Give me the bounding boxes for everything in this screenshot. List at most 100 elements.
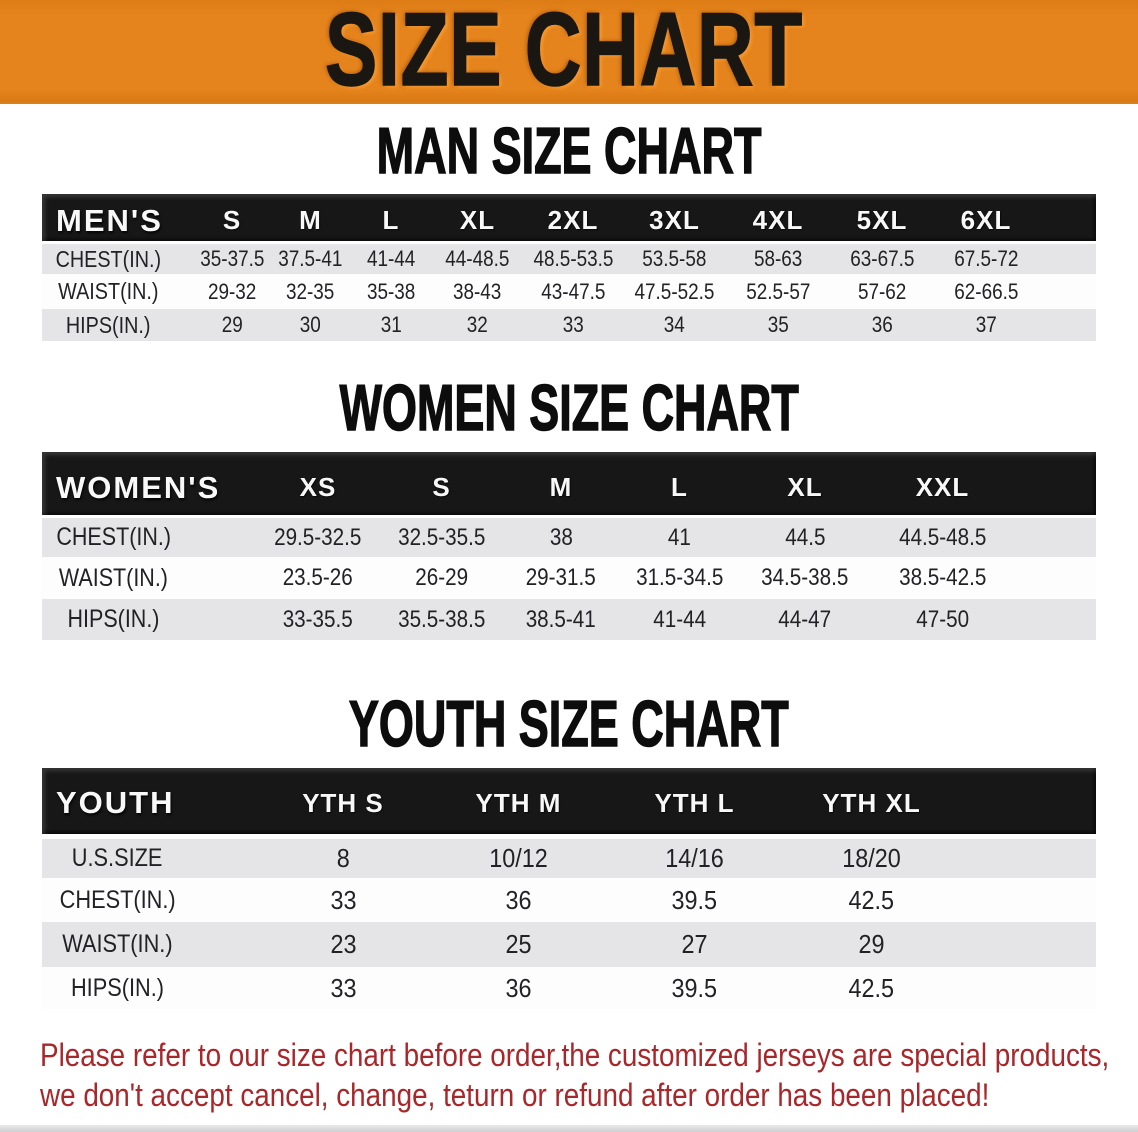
youth-cell-text: 8 xyxy=(336,843,350,873)
women-cell: 41 xyxy=(620,518,739,557)
women-header-spacer xyxy=(1014,456,1096,519)
youth-cell-text: 42.5 xyxy=(848,885,895,915)
men-cell-text: 29-32 xyxy=(207,279,257,304)
men-cell-text: 35 xyxy=(767,312,789,337)
men-column-header: S xyxy=(222,205,242,235)
women-column-header: M xyxy=(549,472,573,502)
women-cell: 33-35.5 xyxy=(255,599,381,640)
women-row-label: CHEST(IN.) xyxy=(42,518,255,557)
men-cell-text: 32-35 xyxy=(286,279,335,304)
disclaimer-line-1: Please refer to our size chart before or… xyxy=(40,1035,1138,1075)
youth-row-label: HIPS(IN.) xyxy=(42,967,255,1009)
men-cell: 44-48.5 xyxy=(432,244,523,274)
men-cell: 41-44 xyxy=(350,244,432,274)
women-cell-text: 29-31.5 xyxy=(525,564,597,591)
women-cell-text: 38.5-42.5 xyxy=(898,564,987,591)
men-cell-text: 57-62 xyxy=(857,279,907,304)
men-cell-text: 35-38 xyxy=(366,279,416,304)
youth-column-header: YTH M xyxy=(475,788,562,818)
men-cell-text: 67.5-72 xyxy=(953,246,1019,271)
women-row-label-text: CHEST(IN.) xyxy=(56,523,171,551)
men-row-label-text: HIPS(IN.) xyxy=(65,312,151,338)
men-cell: 47.5-52.5 xyxy=(623,274,726,309)
women-row-label-text: WAIST(IN.) xyxy=(58,564,169,592)
youth-cell-text: 42.5 xyxy=(848,973,895,1003)
men-cell-text: 62-66.5 xyxy=(953,279,1019,304)
men-cell: 30 xyxy=(271,309,350,341)
men-cell-text: 52.5-57 xyxy=(745,279,811,304)
men-cell-text: 38-43 xyxy=(453,279,502,304)
women-cell: 41-44 xyxy=(620,599,739,640)
youth-row-label-text: HIPS(IN.) xyxy=(70,974,165,1002)
youth-cell-text: 36 xyxy=(505,973,532,1003)
women-column-header: XXL xyxy=(915,472,970,502)
men-cell: 63-67.5 xyxy=(830,244,934,274)
men-cell-text: 30 xyxy=(299,312,322,337)
women-row-spacer xyxy=(1014,518,1096,557)
youth-cell-text: 25 xyxy=(505,929,532,959)
women-table-title: WOMEN'S xyxy=(56,470,221,505)
women-section-heading: WOMEN SIZE CHART xyxy=(0,374,1138,441)
women-cell: 38 xyxy=(502,518,620,557)
youth-row-label-text: CHEST(IN.) xyxy=(59,886,176,914)
men-cell: 35-37.5 xyxy=(193,244,271,274)
men-row-label-text: WAIST(IN.) xyxy=(57,278,159,304)
men-cell: 35 xyxy=(726,309,830,341)
men-row-label: WAIST(IN.) xyxy=(42,274,193,309)
men-row-label-text: CHEST(IN.) xyxy=(55,246,161,272)
women-cell: 44.5-48.5 xyxy=(871,518,1014,557)
men-column-header: 3XL xyxy=(649,205,700,235)
women-cell-text: 44.5 xyxy=(784,524,826,551)
men-cell-text: 43-47.5 xyxy=(540,279,606,304)
youth-header-spacer xyxy=(960,770,1096,836)
men-cell: 67.5-72 xyxy=(934,244,1038,274)
youth-row-chest: CHEST(IN.) 33 36 39.5 42.5 xyxy=(42,878,1096,922)
men-cell: 37.5-41 xyxy=(271,244,350,274)
women-cell: 32.5-35.5 xyxy=(381,518,502,557)
women-cell: 31.5-34.5 xyxy=(620,557,739,599)
men-column-header: M xyxy=(299,205,322,235)
youth-row-waist: WAIST(IN.) 23 25 27 29 xyxy=(42,922,1096,967)
youth-cell: 25 xyxy=(431,922,606,967)
men-cell: 62-66.5 xyxy=(934,274,1038,309)
men-size-table: MEN'S S M L XL 2XL 3XL 4XL 5XL 6XL CHEST… xyxy=(42,194,1096,341)
women-column-header: XS xyxy=(299,472,337,502)
men-cell: 32-35 xyxy=(271,274,350,309)
men-header-spacer xyxy=(1038,197,1096,244)
women-cell: 23.5-26 xyxy=(255,557,381,599)
men-cell-text: 36 xyxy=(871,312,893,337)
women-header-gap xyxy=(42,515,1096,518)
youth-cell-text: 33 xyxy=(329,973,357,1003)
men-cell-text: 32 xyxy=(466,312,489,337)
youth-row-spacer xyxy=(960,878,1096,922)
youth-row-label: CHEST(IN.) xyxy=(42,878,255,922)
men-cell: 38-43 xyxy=(432,274,523,309)
women-cell-text: 44-47 xyxy=(778,606,832,633)
women-cell-text: 26-29 xyxy=(415,564,468,591)
women-cell-text: 38 xyxy=(549,524,573,551)
disclaimer-line-2-text: we don't accept cancel, change, teturn o… xyxy=(40,1077,990,1113)
youth-row-spacer xyxy=(960,967,1096,1009)
men-cell: 35-38 xyxy=(350,274,432,309)
youth-cell: 39.5 xyxy=(606,967,783,1009)
youth-cell-text: 18/20 xyxy=(842,843,901,873)
men-cell-text: 29 xyxy=(221,312,243,337)
youth-cell: 42.5 xyxy=(783,878,960,922)
men-cell-text: 35-37.5 xyxy=(199,246,265,271)
youth-size-table: YOUTH YTH S YTH M YTH L YTH XL U.S.SIZE … xyxy=(42,768,1096,1009)
women-cell-text: 23.5-26 xyxy=(282,564,354,591)
men-section-heading-text: MAN SIZE CHART xyxy=(376,114,762,187)
men-table-header-row: MEN'S S M L XL 2XL 3XL 4XL 5XL 6XL xyxy=(42,194,1096,241)
youth-cell: 36 xyxy=(431,878,606,922)
women-cell: 29-31.5 xyxy=(502,557,620,599)
title-banner: SIZE CHART xyxy=(0,0,1138,104)
youth-cell-text: 23 xyxy=(329,929,357,959)
women-row-spacer xyxy=(1014,557,1096,599)
women-cell: 38.5-41 xyxy=(502,599,620,640)
youth-cell: 39.5 xyxy=(606,878,783,922)
youth-cell-text: 39.5 xyxy=(671,973,718,1003)
disclaimer-note: Please refer to our size chart before or… xyxy=(40,1035,1138,1115)
page-title: SIZE CHART xyxy=(247,0,881,103)
youth-cell-text: 14/16 xyxy=(665,843,724,873)
